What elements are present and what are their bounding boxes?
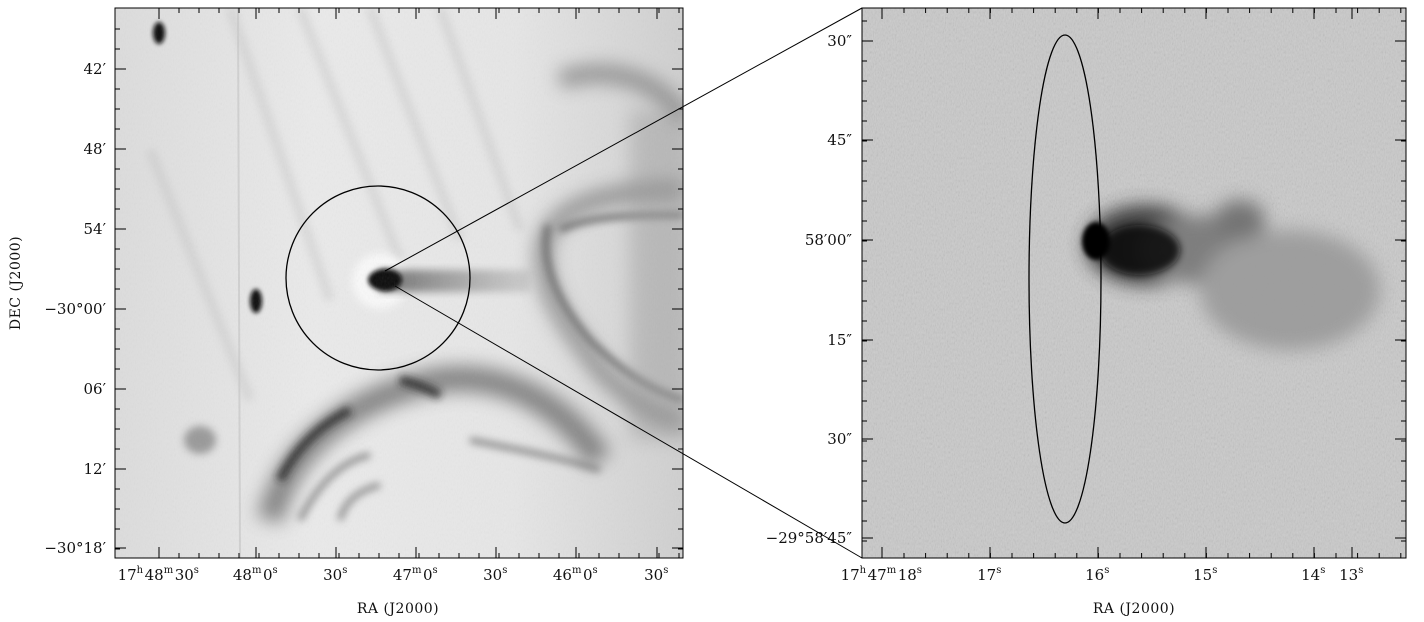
bright-core xyxy=(1082,222,1110,260)
left-x-tick-label: 48m 0s xyxy=(233,565,279,584)
right-panel: 17h 47m 18s 17s 16s 15s 14s 13s 30″ 45″ 58… xyxy=(766,7,1407,617)
zoom-region-circle xyxy=(285,185,471,371)
left-x-tick-label: 30s xyxy=(644,565,670,584)
right-x-tick-label: 14s xyxy=(1301,565,1327,584)
right-xlabel: RA (J2000) xyxy=(1093,601,1175,617)
zoom-connector-top xyxy=(384,7,863,272)
left-x-tick-label: 30s xyxy=(323,565,349,584)
right-y-tick-label: 58′00″ xyxy=(805,231,853,249)
left-x-tick-label: 17h 48m 30s xyxy=(118,565,201,584)
right-x-tick-label: 17h 47m 18s xyxy=(841,565,924,584)
right-x-tick-label: 16s xyxy=(1085,565,1111,584)
left-x-tick-label: 46m 0s xyxy=(553,565,599,584)
beam-ellipse xyxy=(1028,34,1102,524)
zoom-connector-bottom xyxy=(394,285,863,559)
right-y-tick-label: −29°58′45″ xyxy=(766,529,853,547)
left-x-tick-label: 30s xyxy=(483,565,509,584)
left-y-tick-label: 48′ xyxy=(84,140,107,158)
right-x-tick-label: 15s xyxy=(1193,565,1219,584)
right-x-tick-label: 17s xyxy=(977,565,1003,584)
right-image xyxy=(862,8,1406,558)
left-y-tick-label: 54′ xyxy=(84,220,107,238)
left-y-tick-label: 06′ xyxy=(84,380,107,398)
left-y-tick-label: −30°00′ xyxy=(44,300,106,318)
left-y-tick-label: 12′ xyxy=(84,460,107,478)
left-ylabel: DEC (J2000) xyxy=(8,236,24,330)
left-panel: 17h 48m 30s 48m 0s 30s 47m 0s 30s 46m 0s… xyxy=(8,7,684,617)
left-image xyxy=(115,8,683,558)
right-x-tick-label: 13s xyxy=(1339,565,1365,584)
left-y-tick-label: 42′ xyxy=(84,60,107,78)
left-y-tick-label: −30°18′ xyxy=(44,539,106,557)
right-y-tick-label: 45″ xyxy=(827,131,852,149)
right-y-tick-label: 15″ xyxy=(827,331,852,349)
left-xlabel: RA (J2000) xyxy=(357,601,439,617)
right-y-tick-label: 30″ xyxy=(827,32,852,50)
left-x-tick-label: 47m 0s xyxy=(393,565,439,584)
right-y-tick-label: 30″ xyxy=(827,430,852,448)
